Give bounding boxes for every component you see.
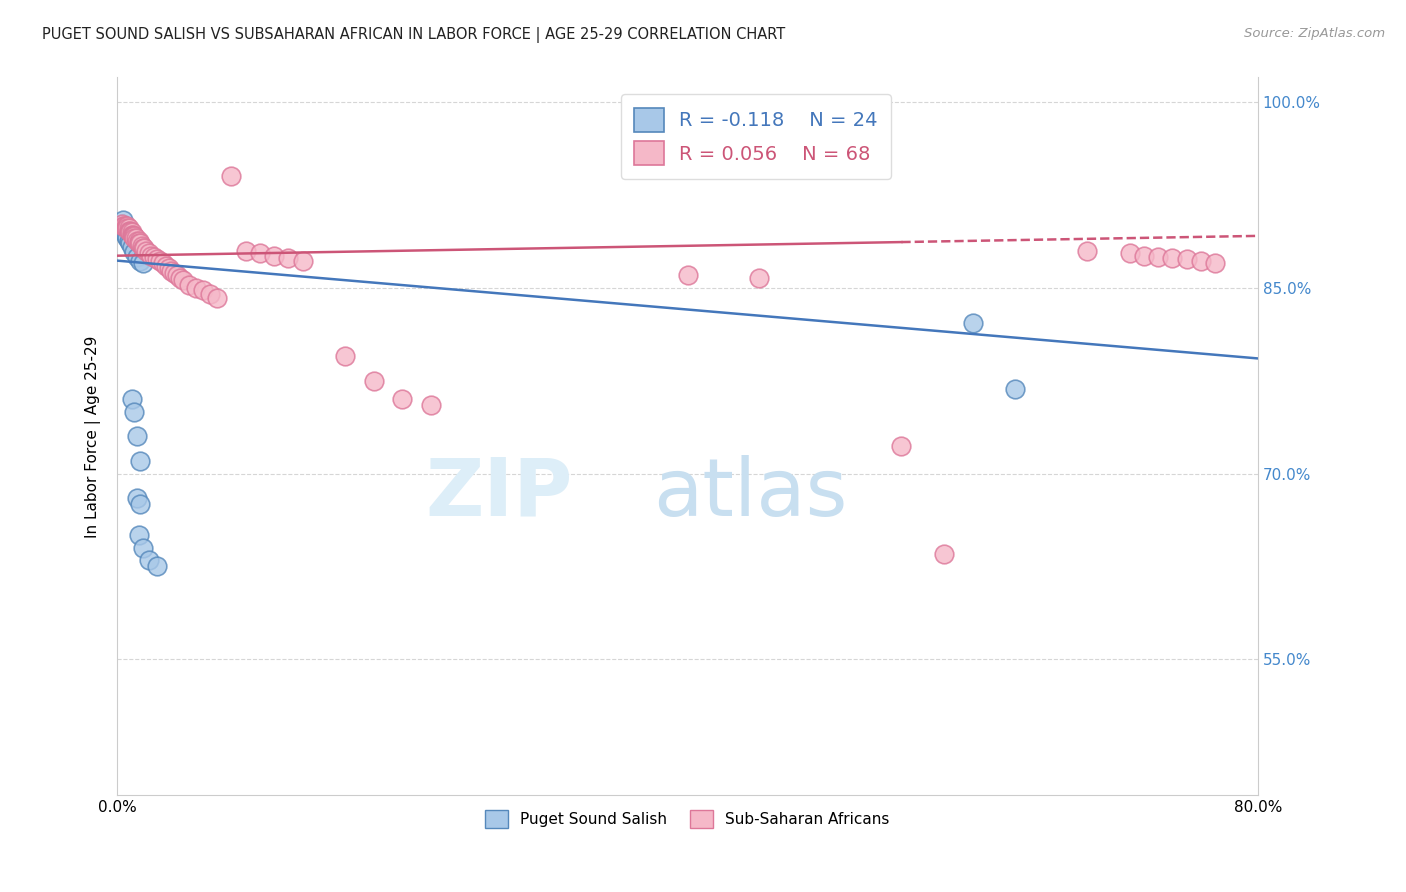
Point [121, 240, 143, 254]
Point [120, 224, 142, 238]
Point [1004, 383, 1026, 397]
Point [124, 405, 146, 419]
Point [127, 250, 149, 264]
Point [124, 231, 146, 245]
Point [112, 219, 135, 233]
Point [235, 244, 257, 258]
Point [127, 234, 149, 248]
Point [120, 236, 142, 251]
Point [205, 291, 228, 305]
Y-axis label: In Labor Force | Age 25-29: In Labor Force | Age 25-29 [86, 335, 101, 538]
Point [1076, 244, 1098, 258]
Point [132, 256, 155, 270]
Point [152, 256, 174, 270]
Point [128, 528, 150, 542]
Point [277, 251, 299, 265]
Point [146, 252, 169, 267]
Point [149, 253, 172, 268]
Point [160, 263, 183, 277]
Point [114, 219, 136, 233]
Point [1133, 249, 1156, 263]
Point [120, 225, 142, 239]
Text: ZIP: ZIP [425, 455, 572, 533]
Point [155, 259, 177, 273]
Point [363, 374, 385, 388]
Point [117, 231, 139, 245]
Point [117, 221, 139, 235]
Point [146, 559, 169, 574]
Point [112, 225, 135, 239]
Point [391, 392, 413, 407]
Point [143, 250, 166, 264]
Point [335, 349, 357, 363]
Point [127, 491, 149, 506]
Point [177, 278, 200, 293]
Point [132, 541, 155, 555]
Point [184, 281, 207, 295]
Point [163, 266, 186, 280]
Point [132, 241, 155, 255]
Point [110, 217, 132, 231]
Point [111, 219, 134, 233]
Point [122, 227, 145, 242]
Point [114, 221, 136, 235]
Point [129, 253, 152, 268]
Point [124, 244, 146, 259]
Point [117, 219, 139, 233]
Point [128, 236, 150, 251]
Point [263, 249, 285, 263]
Legend: Puget Sound Salish, Sub-Saharan Africans: Puget Sound Salish, Sub-Saharan Africans [479, 804, 896, 834]
Point [135, 244, 157, 258]
Point [121, 227, 143, 242]
Text: Source: ZipAtlas.com: Source: ZipAtlas.com [1244, 27, 1385, 40]
Point [124, 228, 146, 243]
Point [249, 246, 271, 260]
Point [118, 224, 141, 238]
Point [118, 221, 141, 235]
Point [125, 231, 148, 245]
Point [1189, 253, 1212, 268]
Point [134, 241, 156, 255]
Point [129, 498, 152, 512]
Point [128, 234, 150, 248]
Point [157, 261, 180, 276]
Point [129, 454, 152, 468]
Point [1175, 252, 1198, 267]
Point [1161, 251, 1184, 265]
Point [221, 169, 243, 184]
Text: PUGET SOUND SALISH VS SUBSAHARAN AFRICAN IN LABOR FORCE | AGE 25-29 CORRELATION : PUGET SOUND SALISH VS SUBSAHARAN AFRICAN… [42, 27, 786, 43]
Point [419, 399, 441, 413]
Point [934, 547, 956, 561]
Point [121, 225, 143, 239]
Point [110, 217, 132, 231]
Point [1147, 250, 1170, 264]
Point [114, 228, 136, 243]
Text: atlas: atlas [654, 455, 848, 533]
Point [141, 249, 163, 263]
Point [191, 284, 214, 298]
Point [138, 246, 160, 260]
Point [169, 271, 191, 285]
Point [166, 268, 188, 283]
Point [121, 392, 143, 407]
Point [131, 239, 153, 253]
Point [172, 273, 194, 287]
Point [122, 228, 145, 243]
Point [291, 253, 314, 268]
Point [118, 234, 141, 248]
Point [198, 287, 221, 301]
Point [1118, 246, 1140, 260]
Point [127, 429, 149, 443]
Point [138, 553, 160, 567]
Point [890, 439, 912, 453]
Point [1204, 256, 1226, 270]
Point [111, 212, 134, 227]
Point [129, 236, 152, 251]
Point [962, 316, 984, 330]
Point [676, 268, 699, 283]
Point [748, 271, 770, 285]
